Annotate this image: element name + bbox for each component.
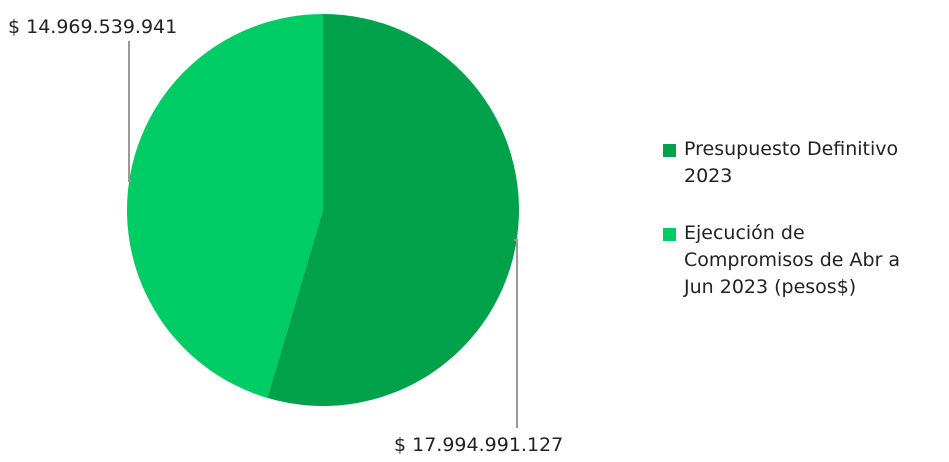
leader-line-ejecucion [128,41,131,182]
leader-line-presupuesto [514,239,518,428]
pie-slices [126,14,519,407]
leader-lines [128,41,518,428]
legend-item-presupuesto: Presupuesto Definitivo 2023 [663,136,949,190]
legend-swatch-presupuesto [663,144,676,157]
data-label-ejecucion: $ 14.969.539.941 [8,16,177,38]
pie-slice-presupuesto [267,14,519,407]
legend-label-ejecucion: Ejecución de Compromisos de Abr a Jun 20… [684,222,901,298]
data-label-presupuesto: $ 17.994.991.127 [394,434,563,456]
pie-slice-ejecucion [126,14,323,398]
legend-item-ejecucion: Ejecución de Compromisos de Abr a Jun 20… [663,220,949,301]
legend-label-presupuesto: Presupuesto Definitivo 2023 [684,138,899,187]
legend-swatch-ejecucion [663,228,676,241]
legend: Presupuesto Definitivo 2023 Ejecución de… [663,136,949,331]
